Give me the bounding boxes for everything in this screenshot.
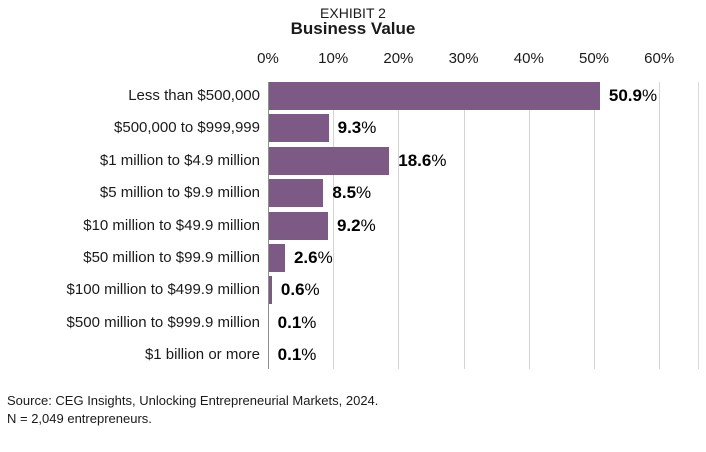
value-label: 0.1% <box>278 341 317 369</box>
value-number: 50.9 <box>608 86 642 105</box>
value-number: 0.6 <box>280 280 305 300</box>
category-label: $50 million to $99.9 million <box>83 249 260 266</box>
gridline <box>463 82 465 369</box>
bar <box>269 114 329 143</box>
value-number: 9.3 <box>337 118 362 138</box>
gridline <box>659 82 661 369</box>
value-label: 50.9% <box>609 82 657 110</box>
chart-title: Business Value <box>290 19 416 38</box>
bar <box>269 179 324 208</box>
value-label: 9.2% <box>337 212 376 240</box>
x-axis-tick-label: 0% <box>257 50 279 67</box>
bar <box>269 82 600 110</box>
gridline <box>333 82 335 369</box>
value-label: 0.1% <box>278 309 317 337</box>
category-label: $10 million to $49.9 million <box>83 216 260 234</box>
source-note: Source: CEG Insights, Unlocking Entrepre… <box>7 392 378 428</box>
gridline <box>594 82 595 369</box>
value-number: 2.6 <box>293 248 318 267</box>
source-line: Source: CEG Insights, Unlocking Entrepre… <box>7 393 379 408</box>
percent-sign: % <box>301 345 317 365</box>
bar <box>269 211 328 240</box>
bar <box>269 244 285 272</box>
x-axis-tick-label: 10% <box>318 50 349 67</box>
value-label: 8.5% <box>332 179 371 207</box>
percent-sign: % <box>361 118 377 138</box>
category-label: $500 million to $999.9 million <box>66 313 260 331</box>
sample-size-line: N = 2,049 entrepreneurs. <box>7 411 152 426</box>
x-axis-tick-label: 30% <box>448 50 479 67</box>
value-label: 18.6% <box>398 147 446 175</box>
value-label: 2.6% <box>294 244 333 272</box>
gridline <box>528 82 530 369</box>
percent-sign: % <box>360 215 376 235</box>
x-axis-tick-label: 60% <box>644 50 675 67</box>
category-label: Less than $500,000 <box>128 87 260 104</box>
category-label: $5 million to $9.9 million <box>99 184 260 202</box>
x-axis-tick-label: 50% <box>578 50 610 67</box>
percent-sign: % <box>317 248 333 267</box>
category-label: $1 million to $4.9 million <box>99 151 260 169</box>
x-axis-tick-label: 20% <box>383 50 414 67</box>
value-number: 8.5 <box>332 183 357 203</box>
bar <box>269 146 390 175</box>
value-label: 0.6% <box>281 276 320 304</box>
plot-right-border <box>698 82 699 369</box>
value-label: 9.3% <box>338 114 377 142</box>
bar <box>269 276 272 305</box>
y-axis-line <box>268 82 269 369</box>
percent-sign: % <box>641 86 658 105</box>
percent-sign: % <box>301 312 317 332</box>
category-label: $100 million to $499.9 million <box>66 281 260 299</box>
percent-sign: % <box>356 183 372 203</box>
value-number: 18.6 <box>398 150 432 170</box>
x-axis-tick-label: 40% <box>513 50 544 67</box>
category-label: $1 billion or more <box>144 346 260 364</box>
gridline <box>398 82 400 369</box>
percent-sign: % <box>304 280 320 300</box>
percent-sign: % <box>431 150 447 170</box>
value-number: 9.2 <box>336 215 361 235</box>
value-number: 0.1 <box>277 345 302 365</box>
category-label: $500,000 to $999,999 <box>114 119 260 137</box>
value-number: 0.1 <box>277 312 302 332</box>
exhibit-label: EXHIBIT 2 <box>320 5 386 21</box>
